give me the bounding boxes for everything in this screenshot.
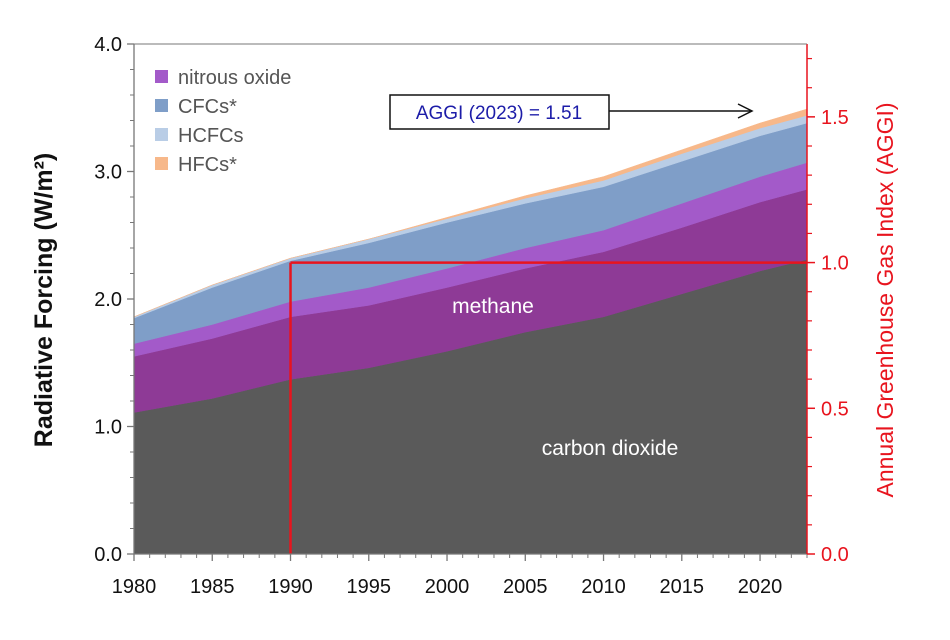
x-tick-label: 2005 [503,576,548,598]
right-tick-label: 1.0 [821,253,849,275]
x-tick-label: 1980 [112,576,157,598]
annotation-box [389,94,610,130]
y-axis-title-left: Radiative Forcing (W/m²) [30,153,58,447]
x-tick-label: 2000 [425,576,470,598]
annotation-text: AGGI (2023) = 1.51 [416,103,582,124]
carbon-dioxide-area-label: carbon dioxide [542,437,679,460]
reference-layer [289,261,807,554]
legend: nitrous oxide CFCs* HCFCs HFCs* [155,67,291,176]
axes-layer: 0.0 1.0 2.0 3.0 4.0 1980 1985 1990 1995 2000 2005 2… [94,34,849,598]
methane-area-label: methane [452,295,534,318]
x-tick-label: 1985 [190,576,235,598]
y-tick-label: 1.0 [94,417,122,439]
right-tick-label: 1.5 [821,107,849,129]
legend-swatch-hcfcs [155,128,168,141]
y-tick-label: 2.0 [94,289,122,311]
y-tick-label: 3.0 [94,162,122,184]
y-axis-title-right: Annual Greenhouse Gas Index (AGGI) [872,102,898,497]
legend-label-cfcs: CFCs* [178,96,237,118]
x-tick-label: 1995 [347,576,392,598]
y-tick-label: 0.0 [94,544,122,566]
aggi-annotation: AGGI (2023) = 1.51 [389,94,754,130]
legend-label-hfcs: HFCs* [178,154,237,176]
y-tick-label: 4.0 [94,34,122,56]
legend-label-nitrous-oxide: nitrous oxide [178,67,291,89]
x-tick-label: 1990 [268,576,313,598]
right-tick-label: 0.0 [821,544,849,566]
legend-swatch-hfcs [155,157,168,170]
x-tick-label: 2015 [660,576,705,598]
annotation-arrow-head-icon [737,103,754,119]
x-tick-label: 2010 [581,576,626,598]
x-tick-label: 2020 [738,576,783,598]
legend-label-hcfcs: HCFCs [178,125,244,147]
legend-swatch-cfcs [155,99,168,112]
areas-layer [133,108,808,555]
right-tick-label: 0.5 [821,398,849,420]
legend-swatch-nitrous-oxide [155,70,168,83]
